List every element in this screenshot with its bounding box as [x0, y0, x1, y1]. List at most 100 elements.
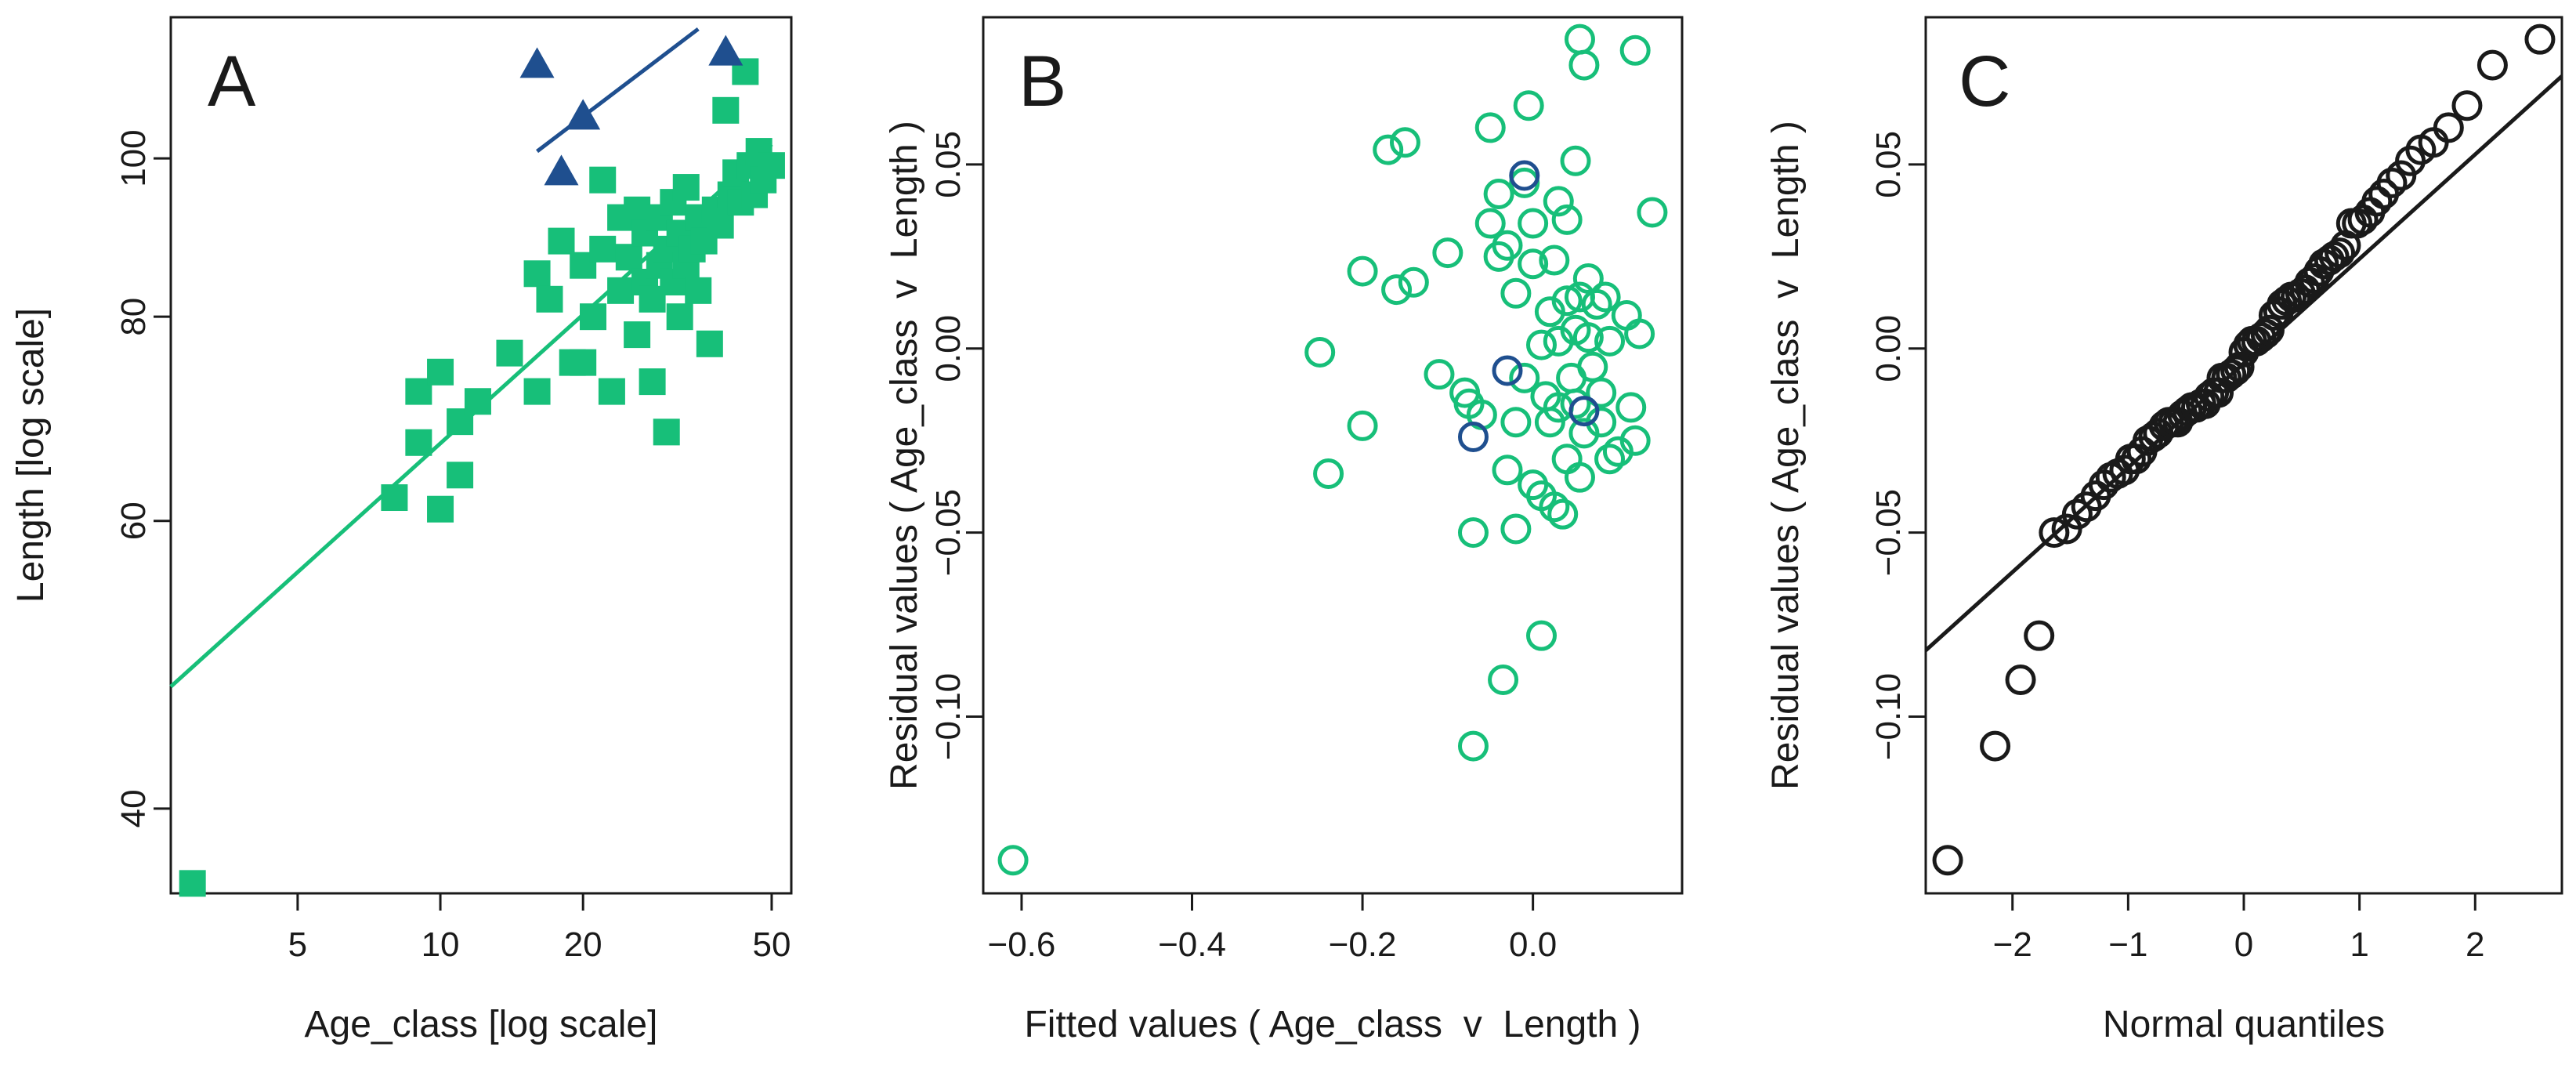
panel-a-y-tick-label: 100: [114, 129, 153, 187]
panel-a-series-1-point: [758, 152, 785, 179]
panel-b-y-tick-label: 0.00: [929, 315, 968, 382]
panel-c-y-tick-label: −0.05: [1869, 489, 1908, 576]
panel-a-series-1-point: [447, 462, 474, 489]
panel-b-series-2-point: [1457, 422, 1489, 453]
panel-b-x-tick-label: −0.6: [988, 925, 1056, 964]
panel-b-series-1-point: [1488, 665, 1519, 696]
panel-b-series-1-point: [1518, 248, 1549, 280]
panel-b-series-1-point: [1564, 462, 1595, 493]
panel-b-series-1-point: [1624, 318, 1655, 349]
panel-a-series-1-point: [598, 378, 625, 405]
panel-c-x-axis-label: Normal quantiles: [2103, 1004, 2385, 1045]
panel-b-x-tick-label: 0.0: [1509, 925, 1557, 964]
panel-a-series-1-point: [570, 349, 597, 376]
panel-a-series-1-point: [615, 244, 642, 271]
panel-a-y-axis-label: Length [log scale]: [10, 308, 52, 603]
panel-c-series-1-reference-line: [1924, 74, 2563, 652]
panel-b-series-1-point: [1539, 491, 1570, 523]
panel-a-series-1-point: [589, 166, 617, 194]
panel-a-series-1-point: [639, 368, 666, 396]
panel-a-series-1-point: [580, 303, 607, 331]
panel-b-series-1-point: [1518, 208, 1549, 239]
panel-a-series-1-point: [427, 358, 454, 386]
panel-b-ticks: −0.6 −0.4 −0.2 0.0 −0.10 −0.05 0.00 0.05: [929, 131, 1557, 964]
panel-c-x-tick-label: 1: [2350, 925, 2368, 964]
panel-b-series-1-point: [1572, 322, 1604, 353]
panel-a-frame: [169, 16, 793, 895]
panel-b-letter: B: [1018, 42, 1066, 121]
panel-a-series-1-point: [381, 484, 408, 512]
panel-a-y-tick-label: 40: [114, 789, 153, 828]
panel-a-series-1-point: [464, 388, 491, 415]
panel-a-series-1-point: [548, 227, 575, 255]
panel-c-y-tick-label: 0.05: [1869, 131, 1908, 198]
panel-b-series-1-point: [1543, 186, 1574, 217]
panel-b-series-1-point: [1483, 178, 1514, 209]
panel-c-series-1-point: [2245, 322, 2277, 353]
panel-b-series-1-point: [1424, 359, 1455, 390]
panel-b-series-1-point: [997, 845, 1029, 876]
panel-a-marks: [169, 27, 785, 897]
panel-a-series-1-point: [523, 260, 551, 288]
panel-a-series-1-point: [179, 870, 206, 897]
panel-b-series-1-point: [1500, 513, 1532, 545]
panel-c-series-1-point: [2361, 186, 2393, 217]
panel-a-series-1-point: [712, 96, 740, 124]
panel-b-series-1-point: [1381, 274, 1413, 306]
panel-b-series-1-point: [1619, 34, 1651, 66]
panel-c-x-tick-label: −2: [1993, 925, 2032, 964]
panel-b-frame: [982, 16, 1684, 895]
panel-a-x-axis-label: Age_class [log scale]: [305, 1004, 658, 1045]
panel-b-series-1-point: [1492, 230, 1523, 261]
panel-a-letter: A: [208, 42, 256, 121]
panel-b-series-1-point: [1551, 444, 1583, 475]
panel-a-series-1-point: [653, 418, 680, 446]
panel-b-series-1-point: [1594, 325, 1626, 357]
panel-b-series-1-point: [1619, 425, 1651, 456]
panel-c-series-1-point: [2220, 355, 2252, 386]
panel-b-series-1-point: [1568, 49, 1600, 81]
panel-b-series-1-point: [1560, 388, 1591, 419]
panel-b-series-1-point: [1560, 145, 1591, 176]
panel-b-marks: [997, 24, 1668, 876]
panel-b-series-1-point: [1586, 377, 1617, 408]
panel-b-series-1-point: [1474, 112, 1506, 143]
panel-b: −0.6 −0.4 −0.2 0.0 −0.10 −0.05 0.00 0.05 B Fitt…: [884, 16, 1684, 1045]
panel-a-y-tick-label: 80: [114, 298, 153, 336]
panel-c-series-1-point: [2376, 167, 2408, 198]
panel-c-x-tick-label: −1: [2108, 925, 2147, 964]
panel-c-y-tick-label: −0.10: [1869, 673, 1908, 760]
panel-c-x-tick-label: 0: [2234, 925, 2253, 964]
panel-b-series-1-point: [1304, 336, 1336, 368]
panel-b-series-1-point: [1373, 134, 1404, 165]
panel-b-series-1-point: [1611, 299, 1642, 331]
panel-b-y-tick-label: 0.05: [929, 131, 968, 198]
panel-b-series-2-point: [1509, 160, 1540, 191]
panel-c-series-1-point: [2524, 24, 2556, 55]
panel-a-series-1-point: [523, 378, 551, 405]
panel-b-series-1-point: [1615, 392, 1647, 423]
panel-c-series-1-point: [2216, 359, 2247, 390]
panel-a-series-1-point: [536, 285, 563, 313]
panel-a-series-2-point: [566, 99, 601, 130]
panel-b-series-1-point: [1457, 730, 1489, 762]
panel-b-series-1-point: [1534, 407, 1565, 438]
panel-b-series-1-point: [1577, 351, 1608, 382]
panel-b-series-1-point: [1526, 620, 1558, 651]
panel-b-series-1-point: [1347, 255, 1378, 287]
panel-a-ticks: 5 10 20 50 40 60 80 100: [114, 129, 791, 964]
panel-c-series-1-point: [2250, 318, 2281, 349]
panel-a-series-2-point: [519, 47, 555, 78]
panel-a-x-tick-label: 50: [752, 925, 791, 964]
panel-c-series-1-point: [2325, 237, 2356, 269]
panel-c-series-1-point: [1932, 845, 1963, 876]
panel-b-series-1-point: [1432, 237, 1463, 269]
panel-a-x-tick-label: 5: [288, 925, 307, 964]
panel-a-x-tick-label: 20: [564, 925, 602, 964]
panel-a-series-1-point: [685, 277, 712, 304]
panel-b-series-1-point: [1398, 266, 1429, 298]
panel-a-series-1-point: [672, 174, 700, 201]
panel-a-series-2-point: [708, 34, 743, 66]
